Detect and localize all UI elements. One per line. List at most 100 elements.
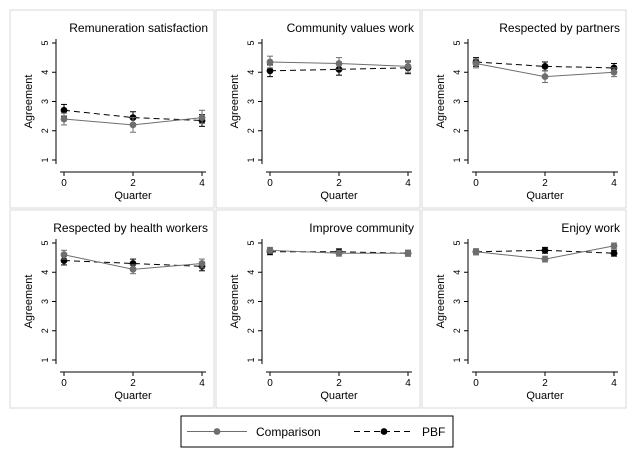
legend-label-comparison: Comparison [256, 425, 321, 439]
data-point [198, 260, 206, 267]
data-point [541, 73, 549, 81]
x-axis-label: Quarter [114, 390, 152, 402]
data-point [404, 249, 412, 257]
x-tick-label: 0 [61, 178, 67, 189]
series-comparison [472, 58, 618, 83]
x-axis-label: Quarter [114, 190, 152, 202]
series-comparison [266, 246, 412, 257]
y-tick-label: 5 [246, 240, 256, 245]
chart-panel: Respected by partners 1 2 3 4 5 Agreement 0 2 4 Qu… [421, 9, 627, 209]
data-point [404, 63, 412, 70]
panel-frame [421, 209, 627, 409]
data-point [335, 249, 343, 257]
x-axis-label: Quarter [320, 190, 358, 202]
y-tick-label: 4 [452, 270, 462, 275]
y-tick-label: 2 [40, 328, 50, 333]
y-tick-label: 1 [40, 157, 50, 162]
data-point [129, 121, 137, 129]
y-axis-label: Agreement [435, 75, 447, 129]
chart-title: Community values work [287, 21, 415, 35]
y-tick-label: 3 [246, 299, 256, 304]
data-point [541, 63, 549, 70]
series-comparison [266, 55, 412, 73]
chart-panel: Community values work 1 2 3 4 5 Agreement 0 2 4 Qu… [215, 9, 421, 209]
chart-panel: Remuneration satisfaction 1 2 3 4 5 Agreement 0… [9, 9, 215, 209]
x-tick-label: 2 [336, 378, 342, 389]
series-line [269, 67, 409, 72]
panel-frame [215, 9, 421, 209]
x-tick-label: 2 [542, 378, 548, 389]
y-axis-label: Agreement [23, 275, 35, 329]
y-tick-label: 2 [452, 328, 462, 333]
data-point [60, 115, 68, 123]
y-tick-label: 2 [40, 128, 50, 133]
x-tick-label: 0 [267, 378, 273, 389]
chart-title: Enjoy work [561, 221, 621, 235]
x-tick-label: 4 [405, 178, 411, 189]
y-tick-label: 1 [452, 157, 462, 162]
y-tick-label: 5 [40, 240, 50, 245]
y-tick-label: 4 [40, 70, 50, 75]
y-axis-label: Agreement [23, 75, 35, 129]
data-point [610, 242, 618, 250]
series-comparison [60, 249, 206, 275]
series-pbf [472, 246, 618, 257]
chart-title: Improve community [309, 221, 414, 235]
x-axis-label: Quarter [526, 190, 564, 202]
chart-panel: Respected by health workers 1 2 3 4 5 Agreemen… [9, 209, 215, 409]
series-comparison [60, 109, 206, 133]
data-point [60, 106, 68, 114]
data-point [335, 60, 343, 67]
legend-label-pbf: PBF [422, 425, 445, 439]
x-tick-label: 0 [267, 178, 273, 189]
y-tick-label: 3 [40, 99, 50, 104]
y-tick-label: 1 [246, 157, 256, 162]
panel-frame [9, 9, 215, 209]
y-tick-label: 2 [452, 128, 462, 133]
x-tick-label: 2 [542, 178, 548, 189]
chart-title: Remuneration satisfaction [69, 21, 208, 35]
y-tick-label: 1 [40, 357, 50, 362]
y-tick-label: 5 [246, 40, 256, 45]
x-tick-label: 4 [611, 178, 617, 189]
x-tick-label: 4 [199, 378, 205, 389]
x-tick-label: 2 [336, 178, 342, 189]
x-tick-label: 0 [473, 178, 479, 189]
x-axis-label: Quarter [320, 390, 358, 402]
y-tick-label: 4 [246, 270, 256, 275]
series-line [475, 249, 615, 254]
data-point [129, 265, 137, 273]
y-tick-label: 1 [452, 357, 462, 362]
y-axis-label: Agreement [229, 275, 241, 329]
data-point [541, 246, 549, 254]
y-tick-label: 4 [40, 270, 50, 275]
y-tick-label: 5 [452, 40, 462, 45]
y-tick-label: 2 [246, 128, 256, 133]
data-point [472, 248, 480, 256]
y-tick-label: 3 [40, 299, 50, 304]
data-point [266, 246, 274, 254]
x-axis-label: Quarter [526, 390, 564, 402]
panel-frame [9, 209, 215, 409]
y-tick-label: 3 [452, 299, 462, 304]
y-tick-label: 4 [452, 70, 462, 75]
series-line [475, 61, 615, 69]
legend-item-pbf: PBF [354, 425, 445, 439]
chart-panel: Improve community 1 2 3 4 5 Agreement 0 2 4 Quarte… [215, 209, 421, 409]
chart-title: Respected by partners [499, 21, 620, 35]
series-comparison [472, 242, 618, 263]
data-point [610, 249, 618, 257]
chart-panel: Enjoy work 1 2 3 4 5 Agreement 0 2 4 Quarter [421, 209, 627, 409]
legend-marker-comparison [213, 428, 221, 435]
x-tick-label: 2 [130, 178, 136, 189]
y-tick-label: 5 [452, 240, 462, 245]
panel-frame [421, 9, 627, 209]
legend: Comparison PBF [180, 415, 454, 448]
legend-marker-pbf [380, 428, 388, 435]
y-tick-label: 3 [452, 99, 462, 104]
x-tick-label: 0 [61, 378, 67, 389]
data-point [60, 251, 68, 259]
y-tick-label: 5 [40, 40, 50, 45]
y-tick-label: 4 [246, 70, 256, 75]
